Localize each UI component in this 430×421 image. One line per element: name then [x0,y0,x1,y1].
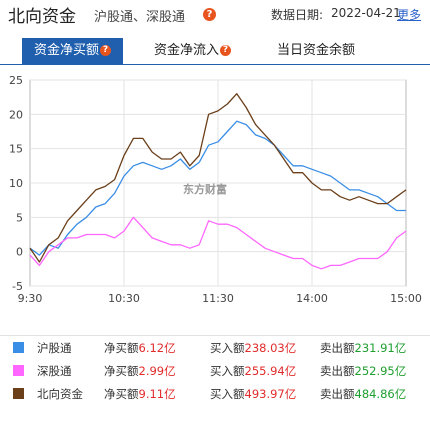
y-axis-labels: -5 0 5 10 15 20 25 [9,74,23,293]
series-line-2 [29,93,407,263]
buy-value: 493.97亿 [244,387,297,401]
buy: 买入额493.97亿 [210,386,296,402]
sell: 卖出额484.86亿 [320,386,406,402]
legend-swatch [13,365,24,376]
series-line-0 [29,120,406,256]
tab-daily-balance-label: 当日资金余额 [277,43,356,58]
net-buy-chart: -5 0 5 10 15 20 25 9:30 10:30 11:30 14:00 15:00 东方… [9,74,422,305]
help-icon[interactable]: ? [203,8,216,21]
x-tick-label: 15:00 [390,292,422,305]
buy: 买入额255.94亿 [210,363,296,379]
buy-value: 255.94亿 [244,364,297,378]
sell-value: 231.91亿 [354,341,407,355]
sell-label: 卖出额 [320,364,355,378]
watermark: 东方财富 [183,182,227,196]
buy-label: 买入额 [210,387,245,401]
header: 北向资金 沪股通、深股通 ? 数据日期: 2022-04-21 更多 [0,0,430,30]
date-label: 数据日期: [271,8,324,22]
buy-label: 买入额 [210,341,245,355]
net-buy-label: 净买额 [104,387,139,401]
x-axis-labels: 9:30 10:30 11:30 14:00 15:00 [18,292,422,305]
net-buy-label: 净买额 [104,364,139,378]
buy-value: 238.03亿 [244,341,297,355]
y-tick-label: 10 [9,177,23,190]
legend-row-hgt: 沪股通 净买额6.12亿 买入额238.03亿 卖出额231.91亿 [0,336,430,359]
legend-swatch [13,388,24,399]
y-tick-label: -5 [12,280,23,293]
y-tick-label: 0 [16,246,23,259]
sell: 卖出额252.95亿 [320,363,406,379]
x-tick-label: 10:30 [108,292,140,305]
subtitle: 沪股通、深股通 [94,10,186,25]
net-buy-value: 6.12亿 [138,341,176,355]
y-tick-label: 20 [9,108,23,121]
chart-grid [29,79,407,287]
page-title: 北向资金 [8,7,76,27]
date-value: 2022-04-21 [331,6,401,20]
legend-row-north: 北向资金 净买额9.11亿 买入额493.97亿 卖出额484.86亿 [0,382,430,405]
legend-table: 沪股通 净买额6.12亿 买入额238.03亿 卖出额231.91亿 深股通 净… [0,335,430,405]
tab-net-inflow[interactable]: 资金净流入? [154,38,232,64]
buy: 买入额238.03亿 [210,340,296,356]
tab-daily-balance[interactable]: 当日资金余额 [277,38,355,64]
help-icon[interactable]: ? [100,45,111,56]
net-buy: 净买额6.12亿 [104,340,176,356]
more-link[interactable]: 更多 [397,8,422,22]
net-buy-value: 2.99亿 [138,364,176,378]
y-tick-label: 5 [16,211,23,224]
legend-name: 沪股通 [37,341,72,355]
tab-net-buy[interactable]: 资金净买额? [22,38,123,64]
sell-label: 卖出额 [320,341,355,355]
legend-row-sgt: 深股通 净买额2.99亿 买入额255.94亿 卖出额252.95亿 [0,359,430,382]
net-buy-value: 9.11亿 [138,387,176,401]
buy-label: 买入额 [210,364,245,378]
legend-name: 北向资金 [37,387,83,401]
x-tick-label: 14:00 [296,292,328,305]
chart-lines [29,93,407,270]
legend-swatch [13,342,24,353]
net-buy-label: 净买额 [104,341,139,355]
net-buy: 净买额9.11亿 [104,386,176,402]
tab-bar: 资金净买额? 资金净流入? 当日资金余额 [0,38,430,65]
net-buy: 净买额2.99亿 [104,363,176,379]
tab-net-buy-label: 资金净买额 [33,43,99,58]
help-icon[interactable]: ? [220,45,232,56]
y-tick-label: 25 [9,74,23,87]
sell-value: 484.86亿 [354,387,407,401]
sell: 卖出额231.91亿 [320,340,406,356]
legend-name: 深股通 [37,364,72,378]
sell-value: 252.95亿 [354,364,407,378]
x-tick-label: 11:30 [202,292,234,305]
x-tick-label: 9:30 [18,292,43,305]
sell-label: 卖出额 [320,387,355,401]
y-tick-label: 15 [9,143,23,156]
series-line-1 [29,216,407,270]
tab-net-inflow-label: 资金净流入 [154,43,220,58]
